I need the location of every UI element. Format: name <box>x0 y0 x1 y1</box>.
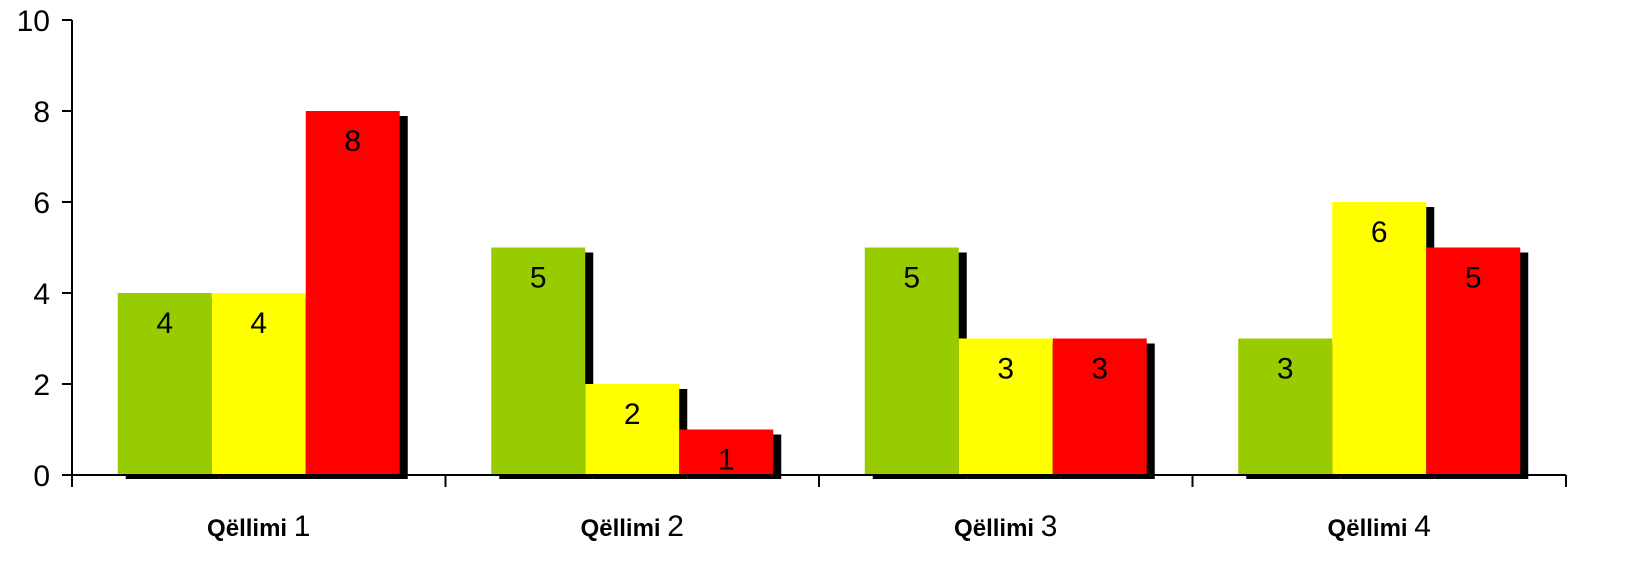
y-ticks: 0 2 4 6 8 10 <box>17 5 72 493</box>
category-prefix: Qëllimi <box>581 515 668 542</box>
category-label: Qëllimi 3 <box>954 510 1057 543</box>
data-label: 3 <box>1277 353 1294 386</box>
y-tick-label: 10 <box>17 5 50 38</box>
y-tick-label: 2 <box>33 369 50 402</box>
data-label: 5 <box>530 262 547 295</box>
bar <box>1238 338 1333 475</box>
bar <box>117 293 212 475</box>
category-labels: Qëllimi 1 Qëllimi 2 Qëllimi 3 Qëllimi 4 <box>207 510 1431 543</box>
y-tick-label: 8 <box>33 96 50 129</box>
data-label: 3 <box>1091 353 1108 386</box>
category-number: 4 <box>1414 510 1431 543</box>
bar <box>585 384 680 475</box>
data-label: 4 <box>250 307 267 340</box>
category-prefix: Qëllimi <box>207 515 294 542</box>
data-label: 2 <box>624 398 641 431</box>
data-label: 5 <box>1465 262 1482 295</box>
y-tick-label: 0 <box>33 460 50 493</box>
data-label: 8 <box>344 125 361 158</box>
data-label: 3 <box>997 353 1014 386</box>
data-label: 4 <box>156 307 173 340</box>
bar <box>1426 247 1521 475</box>
bar <box>1052 338 1147 475</box>
category-label: Qëllimi 4 <box>1328 510 1431 543</box>
y-tick-label: 6 <box>33 187 50 220</box>
category-prefix: Qëllimi <box>1328 515 1415 542</box>
category-number: 1 <box>294 510 311 543</box>
category-number: 2 <box>667 510 684 543</box>
bar <box>679 429 774 475</box>
bar <box>305 111 400 475</box>
category-label: Qëllimi 2 <box>581 510 684 543</box>
x-ticks <box>71 475 1567 487</box>
bar <box>491 247 586 475</box>
bar <box>211 293 306 475</box>
category-label: Qëllimi 1 <box>207 510 310 543</box>
data-label: 5 <box>903 262 920 295</box>
data-labels: 4 4 8 5 2 1 5 3 3 3 6 5 <box>156 125 1481 477</box>
data-label: 1 <box>718 444 735 477</box>
bar <box>958 338 1053 475</box>
category-number: 3 <box>1041 510 1058 543</box>
data-label: 6 <box>1371 216 1388 249</box>
bars <box>117 111 1521 475</box>
bar <box>1332 202 1427 475</box>
bar <box>864 247 959 475</box>
category-prefix: Qëllimi <box>954 515 1041 542</box>
y-tick-label: 4 <box>33 278 50 311</box>
